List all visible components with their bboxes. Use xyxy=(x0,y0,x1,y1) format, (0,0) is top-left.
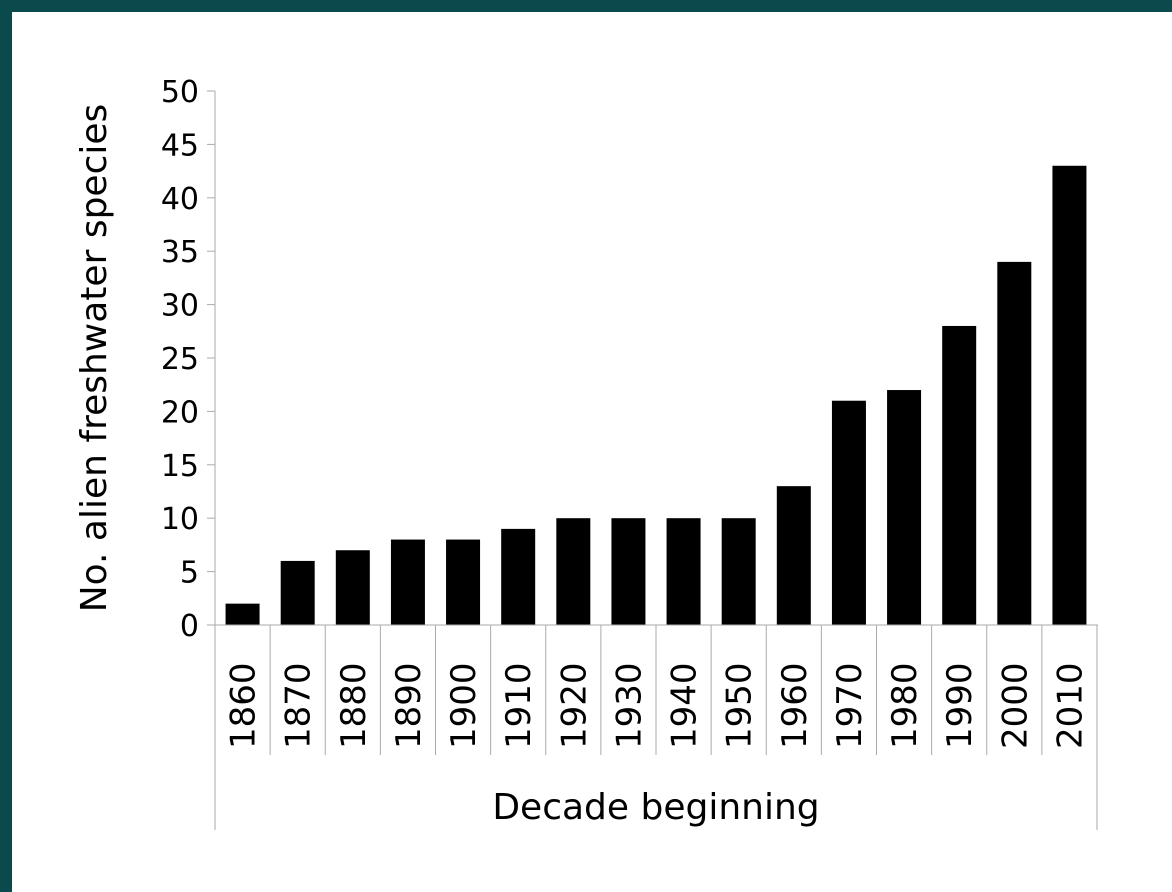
bar-1930 xyxy=(611,518,646,625)
y-tick-label: 35 xyxy=(161,235,199,270)
bar-1980 xyxy=(887,390,922,625)
x-tick-label: 2000 xyxy=(995,662,1035,749)
bar-2010 xyxy=(1052,165,1087,625)
x-tick-label: 1880 xyxy=(334,662,374,749)
bar-1870 xyxy=(280,560,315,625)
y-tick-label: 5 xyxy=(180,556,199,591)
y-axis-ticks: 0 5 10 15 20 25 30 35 40 45 50 xyxy=(161,75,216,644)
x-tick-label: 1870 xyxy=(279,662,319,749)
y-tick-label: 30 xyxy=(161,289,199,324)
bar-1910 xyxy=(501,528,536,625)
x-tick-label: 1970 xyxy=(830,662,870,749)
bar-1920 xyxy=(556,518,591,625)
x-tick-label: 1990 xyxy=(940,662,980,749)
bars xyxy=(225,165,1087,625)
x-axis-title: Decade beginning xyxy=(492,787,819,828)
x-tick-label: 1890 xyxy=(389,662,429,749)
bar-1860 xyxy=(225,603,260,625)
x-tick-label: 1940 xyxy=(665,662,705,749)
bar-chart: 0 5 10 15 20 25 30 35 40 45 50 1860 1870 1880 1890 190… xyxy=(74,75,1098,830)
x-tick-label: 1950 xyxy=(720,662,760,749)
y-tick-label: 45 xyxy=(161,128,199,163)
x-tick-label: 2010 xyxy=(1050,662,1090,749)
y-tick-label: 40 xyxy=(161,182,199,217)
bar-1940 xyxy=(666,518,701,625)
y-tick-label: 20 xyxy=(161,395,199,430)
chart-panel: 0 5 10 15 20 25 30 35 40 45 50 1860 1870 1880 1890 190… xyxy=(12,12,1172,892)
bar-2000 xyxy=(997,261,1032,625)
x-tick-label: 1860 xyxy=(224,662,264,749)
y-axis-title: No. alien freshwater species xyxy=(74,104,115,613)
bar-1950 xyxy=(721,518,756,625)
x-tick-label: 1980 xyxy=(885,662,925,749)
bar-1890 xyxy=(390,539,425,625)
x-tick-label: 1910 xyxy=(499,662,539,749)
x-tick-label: 1900 xyxy=(444,662,484,749)
bar-1960 xyxy=(776,486,811,625)
y-tick-label: 0 xyxy=(180,609,199,644)
x-tick-label: 1920 xyxy=(554,662,594,749)
x-tick-label: 1930 xyxy=(609,662,649,749)
y-tick-label: 50 xyxy=(161,75,199,110)
y-tick-label: 25 xyxy=(161,342,199,377)
y-tick-label: 10 xyxy=(161,502,199,537)
bar-1970 xyxy=(831,400,866,625)
bar-1900 xyxy=(446,539,481,625)
y-tick-label: 15 xyxy=(161,449,199,484)
x-tick-label: 1960 xyxy=(775,662,815,749)
x-axis: 1860 1870 1880 1890 1900 1910 1920 1930 1940 1950… xyxy=(214,624,1098,830)
bar-1990 xyxy=(942,325,977,625)
bar-1880 xyxy=(335,550,370,625)
